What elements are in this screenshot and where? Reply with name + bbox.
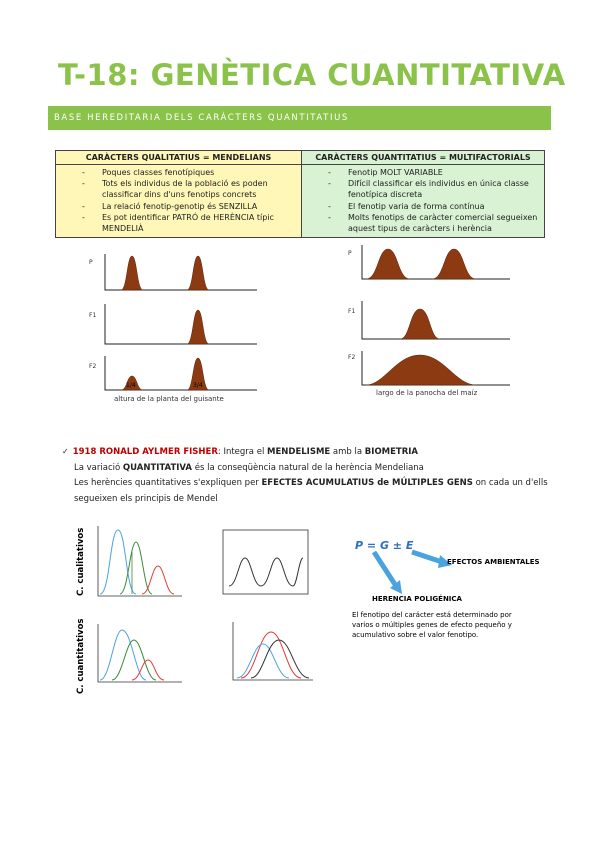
list-item: Tots els individus de la població es pod… (62, 178, 295, 200)
list-item: Difícil classificar els individus en úni… (308, 178, 538, 200)
list-item: Poques classes fenotípiques (62, 167, 295, 178)
qualitative-ratio-graph (222, 529, 309, 595)
quantitative-side-label: C. cuantitativos (76, 618, 86, 695)
line3-a: Les herències quantitatives s'expliquen … (74, 478, 262, 488)
section-banner: BASE HEREDITARIA DELS CARÀCTERS QUANTITA… (48, 106, 551, 130)
fenotip-description: El fenotipo del carácter está determinad… (352, 611, 512, 639)
pea-height-figure: P F1 F2 1/4 3/4 (89, 254, 257, 391)
line2-b: QUANTITATIVA (122, 462, 193, 473)
list-item: La relació fenotip-genotip és SENZILLA (62, 201, 295, 212)
list-item: Fenotip MOLT VARIABLE (308, 167, 538, 178)
line2-c: és la conseqüència natural de la herènci… (192, 462, 424, 473)
row-label-f1: F1 (89, 312, 96, 319)
fisher-intro: : Integra el (217, 447, 268, 457)
curve-fill (365, 248, 477, 386)
line3-c: on cada un d'ells (472, 478, 548, 488)
list-item: Molts fenotips de caràcter comercial seg… (308, 212, 538, 234)
quantitative-polygenic-graph (232, 622, 313, 681)
qualitative-side-label: C. cualitativos (76, 527, 86, 596)
page-title: T-18: GENÈTICA CUANTITATIVA (58, 58, 566, 92)
comparison-table: CARÀCTERS QUALITATIUS = MENDELIANS CARÀC… (55, 150, 545, 239)
fisher-section: ✓ 1918 RONALD AYLMER FISHER: Integra el M… (62, 444, 548, 507)
efectos-label: EFECTOS AMBIENTALES (447, 558, 540, 566)
qualitative-header: CARÀCTERS QUALITATIUS = MENDELIANS (55, 150, 302, 165)
f2-label-quarter: 1/4 (126, 382, 136, 389)
quantitative-distribution-graph (97, 624, 182, 683)
row-label-p: P (89, 259, 93, 266)
qualitative-distribution-graph (97, 526, 182, 597)
fisher-amb: amb la (330, 447, 365, 457)
line3-b: EFECTES ACUMULATIUS de MÚLTIPLES GENS (261, 478, 473, 488)
row-label-f2: F2 (348, 354, 355, 361)
line2-a: La variació (74, 462, 123, 473)
pea-caption: altura de la planta del guisante (114, 395, 224, 403)
curve-fill (120, 255, 210, 391)
row-label-p: P (348, 250, 352, 257)
formula-arrows (371, 549, 452, 594)
biometria-term: BIOMETRIA (364, 447, 419, 457)
fisher-name: 1918 RONALD AYLMER FISHER (72, 447, 218, 457)
herencia-label: HERENCIA POLIGÉNICA (372, 595, 462, 603)
row-label-f1: F1 (348, 308, 355, 315)
list-item: Es pot identificar PATRÓ de HERÈNCIA típ… (62, 212, 295, 234)
list-item: El fenotip varia de forma contínua (308, 201, 538, 212)
row-label-f2: F2 (89, 363, 96, 370)
line4: segueixen els principis de Mendel (74, 493, 218, 504)
quantitative-header: CARÀCTERS QUANTITATIUS = MULTIFACTORIALS (301, 150, 545, 165)
quantitative-cell: Fenotip MOLT VARIABLE Difícil classifica… (301, 163, 545, 239)
formula-label: P = G ± E (355, 539, 414, 552)
qualitative-cell: Poques classes fenotípiques Tots els ind… (55, 163, 302, 239)
check-icon: ✓ (62, 447, 69, 456)
maize-caption: largo de la panocha del maíz (376, 389, 478, 397)
f2-label-three-quarters: 3/4 (193, 382, 203, 389)
mendelism-term: MENDELISME (267, 447, 331, 457)
maize-length-figure: P F1 F2 (348, 245, 510, 386)
